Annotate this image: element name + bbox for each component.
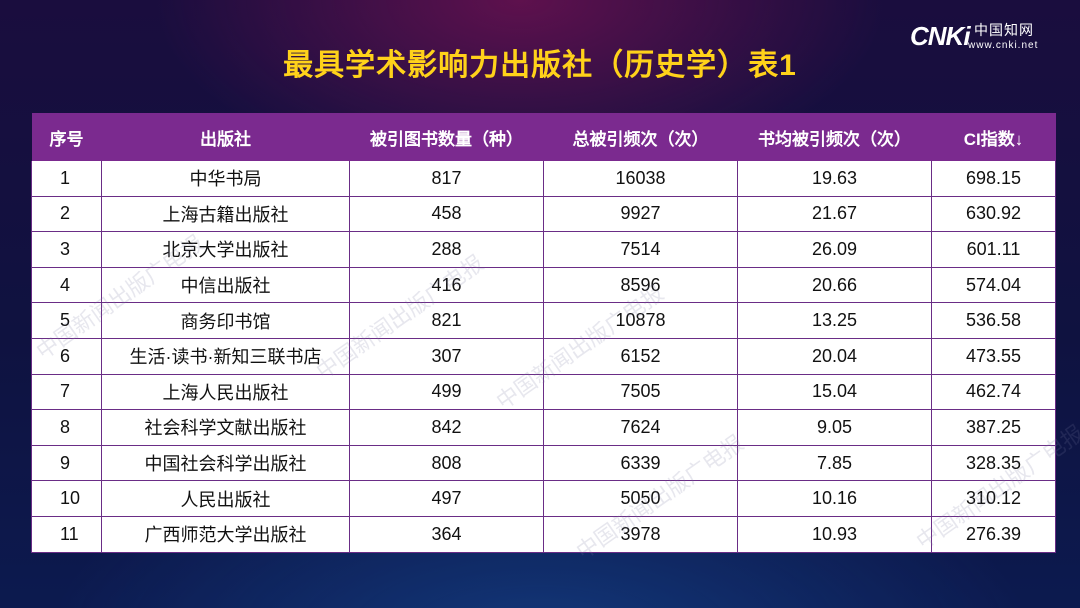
cell-ci-index: 310.12	[931, 480, 1056, 517]
cell-avg-citations: 20.04	[737, 337, 932, 375]
logo-mark: CNKi	[910, 21, 971, 51]
cell-rank: 3	[31, 231, 102, 268]
cell-rank: 9	[31, 444, 102, 482]
header-ci-index: CI指数↓	[931, 113, 1056, 161]
cell-total-citations: 6339	[543, 444, 738, 482]
cell-ci-index: 328.35	[931, 444, 1056, 482]
cell-avg-citations: 10.16	[737, 480, 932, 517]
cell-ci-index: 698.15	[931, 161, 1056, 197]
header-rank: 序号	[31, 113, 102, 161]
cnki-logo: CNKi 中国知网 www.cnki.net	[910, 18, 1050, 54]
table-row: 11 广西师范大学出版社 364 3978 10.93 276.39	[31, 515, 1056, 553]
cell-total-citations: 5050	[543, 480, 738, 517]
cell-publisher: 中国社会科学出版社	[101, 444, 350, 482]
cell-total-citations: 10878	[543, 302, 738, 339]
cell-avg-citations: 20.66	[737, 266, 932, 304]
cell-cited-books: 416	[349, 266, 544, 304]
header-total-citations: 总被引频次（次）	[543, 113, 738, 161]
cell-rank: 6	[31, 337, 102, 375]
cell-publisher: 中信出版社	[101, 266, 350, 304]
header-publisher: 出版社	[101, 113, 350, 161]
cell-publisher: 社会科学文献出版社	[101, 409, 350, 446]
table-row: 3 北京大学出版社 288 7514 26.09 601.11	[31, 231, 1056, 268]
cell-avg-citations: 19.63	[737, 161, 932, 197]
cell-ci-index: 276.39	[931, 515, 1056, 553]
header-avg-citations: 书均被引频次（次）	[737, 113, 932, 161]
cell-cited-books: 499	[349, 373, 544, 411]
table-row: 4 中信出版社 416 8596 20.66 574.04	[31, 266, 1056, 304]
cell-cited-books: 817	[349, 161, 544, 197]
cell-publisher: 人民出版社	[101, 480, 350, 517]
cell-total-citations: 8596	[543, 266, 738, 304]
cell-cited-books: 364	[349, 515, 544, 553]
table-row: 7 上海人民出版社 499 7505 15.04 462.74	[31, 373, 1056, 411]
cell-publisher: 生活·读书·新知三联书店	[101, 337, 350, 375]
cell-ci-index: 574.04	[931, 266, 1056, 304]
logo-cn-name: 中国知网	[974, 23, 1034, 39]
cell-avg-citations: 15.04	[737, 373, 932, 411]
cell-publisher: 中华书局	[101, 161, 350, 197]
cell-cited-books: 821	[349, 302, 544, 339]
publisher-ranking-table: 序号 出版社 被引图书数量（种） 总被引频次（次） 书均被引频次（次） CI指数…	[31, 113, 1056, 553]
cell-total-citations: 16038	[543, 161, 738, 197]
cell-avg-citations: 26.09	[737, 231, 932, 268]
cell-ci-index: 536.58	[931, 302, 1056, 339]
table-header-row: 序号 出版社 被引图书数量（种） 总被引频次（次） 书均被引频次（次） CI指数…	[31, 113, 1056, 161]
cell-avg-citations: 13.25	[737, 302, 932, 339]
cell-total-citations: 7505	[543, 373, 738, 411]
cell-total-citations: 7514	[543, 231, 738, 268]
page-title: 最具学术影响力出版社（历史学）表1	[283, 49, 797, 82]
cell-cited-books: 842	[349, 409, 544, 446]
cell-total-citations: 6152	[543, 337, 738, 375]
cell-avg-citations: 7.85	[737, 444, 932, 482]
cell-cited-books: 288	[349, 231, 544, 268]
cell-publisher: 上海古籍出版社	[101, 195, 350, 233]
table-row: 2 上海古籍出版社 458 9927 21.67 630.92	[31, 195, 1056, 233]
cell-cited-books: 458	[349, 195, 544, 233]
cell-avg-citations: 10.93	[737, 515, 932, 553]
cell-rank: 4	[31, 266, 102, 304]
cell-publisher: 北京大学出版社	[101, 231, 350, 268]
cell-publisher: 商务印书馆	[101, 302, 350, 339]
cell-rank: 11	[31, 515, 102, 553]
table-row: 6 生活·读书·新知三联书店 307 6152 20.04 473.55	[31, 337, 1056, 375]
header-cited-books: 被引图书数量（种）	[349, 113, 544, 161]
cell-avg-citations: 9.05	[737, 409, 932, 446]
cell-ci-index: 630.92	[931, 195, 1056, 233]
cell-publisher: 上海人民出版社	[101, 373, 350, 411]
table-row: 9 中国社会科学出版社 808 6339 7.85 328.35	[31, 444, 1056, 482]
cell-rank: 10	[31, 480, 102, 517]
table-row: 10 人民出版社 497 5050 10.16 310.12	[31, 480, 1056, 517]
cell-ci-index: 473.55	[931, 337, 1056, 375]
cell-rank: 2	[31, 195, 102, 233]
cell-total-citations: 7624	[543, 409, 738, 446]
cell-cited-books: 307	[349, 337, 544, 375]
logo-url: www.cnki.net	[968, 40, 1039, 51]
cell-ci-index: 462.74	[931, 373, 1056, 411]
cell-cited-books: 497	[349, 480, 544, 517]
cell-avg-citations: 21.67	[737, 195, 932, 233]
cell-cited-books: 808	[349, 444, 544, 482]
cell-total-citations: 9927	[543, 195, 738, 233]
cell-rank: 7	[31, 373, 102, 411]
cell-ci-index: 601.11	[931, 231, 1056, 268]
table-row: 5 商务印书馆 821 10878 13.25 536.58	[31, 302, 1056, 339]
cell-ci-index: 387.25	[931, 409, 1056, 446]
cell-rank: 5	[31, 302, 102, 339]
table-row: 8 社会科学文献出版社 842 7624 9.05 387.25	[31, 409, 1056, 446]
cell-publisher: 广西师范大学出版社	[101, 515, 350, 553]
cell-rank: 1	[31, 161, 102, 197]
cell-rank: 8	[31, 409, 102, 446]
table-row: 1 中华书局 817 16038 19.63 698.15	[31, 161, 1056, 197]
cell-total-citations: 3978	[543, 515, 738, 553]
